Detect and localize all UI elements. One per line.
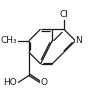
- Text: HO: HO: [4, 78, 17, 87]
- Text: N: N: [75, 36, 82, 45]
- Text: Cl: Cl: [59, 10, 68, 19]
- Text: O: O: [41, 78, 48, 87]
- Text: CH₃: CH₃: [1, 36, 17, 45]
